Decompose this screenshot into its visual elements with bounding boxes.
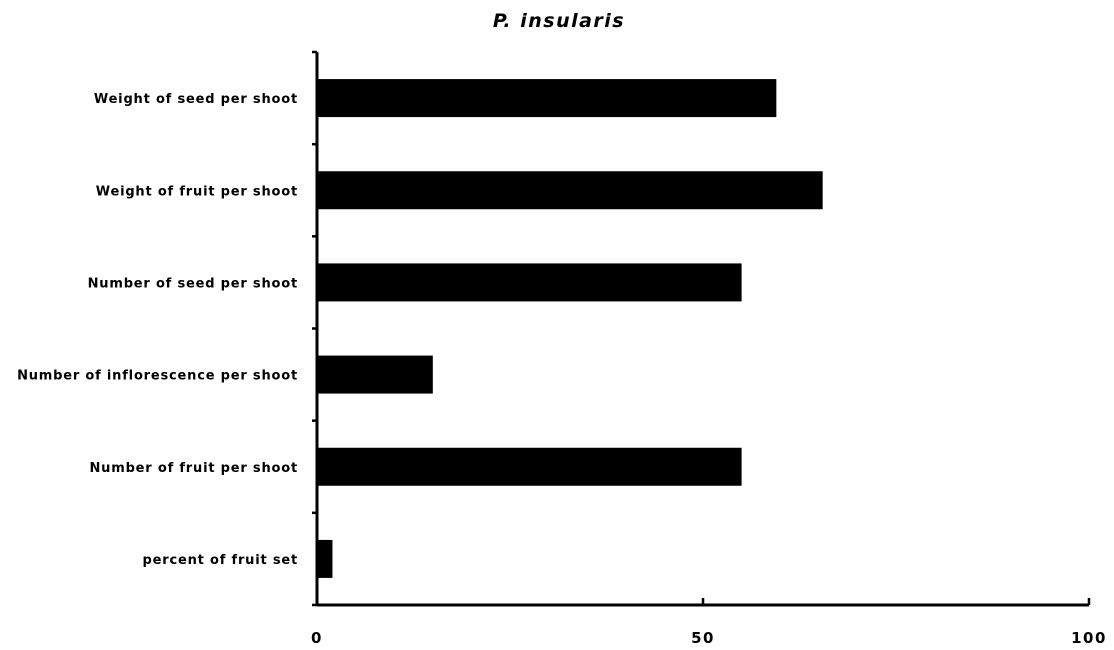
chart-title: P. insularis [493, 10, 625, 32]
category-label: Number of fruit per shoot [90, 461, 299, 476]
bar [317, 263, 742, 302]
bar [317, 355, 433, 394]
x-tick-label: 50 [691, 629, 715, 647]
labels-group: Weight of seed per shoot Weight of fruit … [17, 92, 1107, 647]
category-label: Number of seed per shoot [88, 276, 298, 291]
bars-group [317, 79, 823, 578]
bar [317, 79, 777, 118]
x-tick-label: 100 [1071, 629, 1107, 647]
x-tick-label: 0 [311, 629, 323, 647]
bar [317, 447, 742, 486]
bar [317, 539, 333, 578]
bar [317, 171, 823, 210]
category-label: Weight of fruit per shoot [96, 184, 298, 199]
axes-group [312, 50, 1091, 607]
category-label: percent of fruit set [143, 553, 298, 568]
category-label: Number of inflorescence per shoot [17, 369, 298, 384]
category-label: Weight of seed per shoot [94, 92, 298, 107]
